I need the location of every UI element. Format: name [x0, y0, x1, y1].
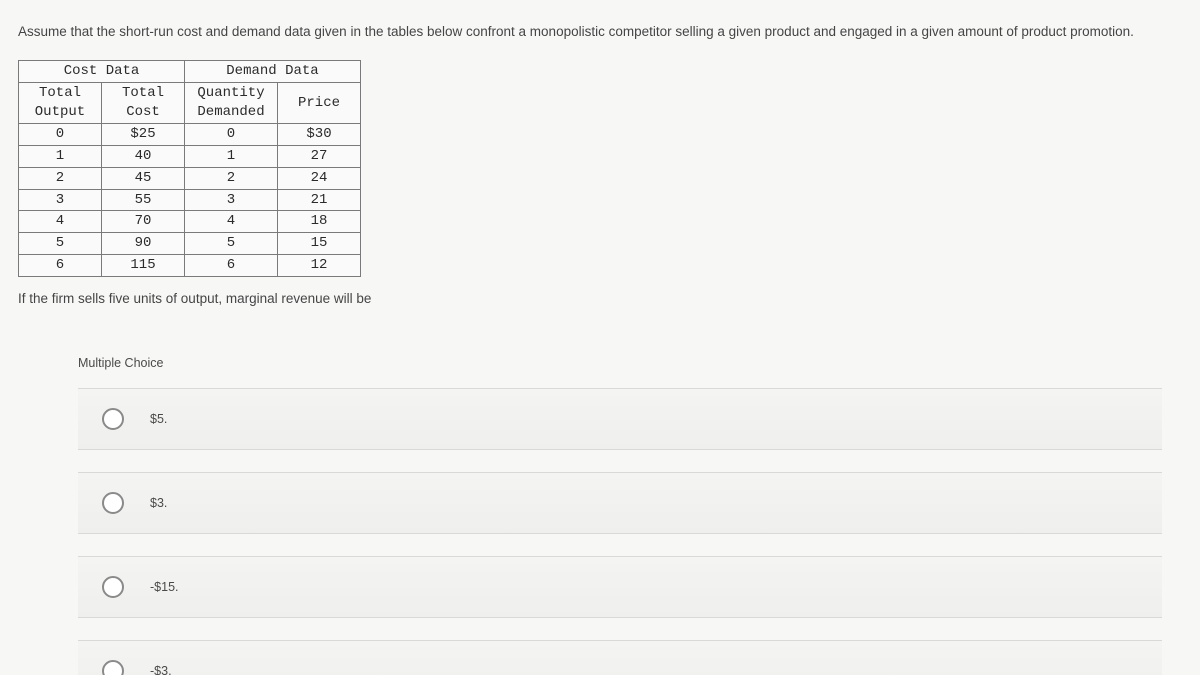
cost-demand-table: Cost Data Demand Data Total Output Total… — [18, 60, 361, 277]
table-cell: 3 — [185, 189, 278, 211]
answer-option[interactable]: $3. — [78, 472, 1162, 534]
table-cell: 70 — [102, 211, 185, 233]
header-demand-data: Demand Data — [185, 61, 361, 83]
table-cell: 18 — [278, 211, 361, 233]
question-prompt: Assume that the short-run cost and deman… — [18, 22, 1182, 42]
table-cell: 2 — [19, 167, 102, 189]
table-cell: 1 — [185, 145, 278, 167]
header-total-output: Total Output — [19, 83, 102, 124]
question-followup: If the firm sells five units of output, … — [18, 291, 1182, 306]
table-cell: $30 — [278, 123, 361, 145]
table-cell: 0 — [19, 123, 102, 145]
table-cell: $25 — [102, 123, 185, 145]
header-price: Price — [278, 83, 361, 124]
radio-icon[interactable] — [102, 492, 124, 514]
table-cell: 15 — [278, 233, 361, 255]
option-text: $3. — [150, 496, 167, 510]
table-cell: 27 — [278, 145, 361, 167]
table-cell: 4 — [185, 211, 278, 233]
table-cell: 6 — [19, 255, 102, 277]
table-row: 470418 — [19, 211, 361, 233]
table-cell: 2 — [185, 167, 278, 189]
table-cell: 24 — [278, 167, 361, 189]
table-cell: 5 — [185, 233, 278, 255]
table-cell: 6 — [185, 255, 278, 277]
header-qty-demanded: Quantity Demanded — [185, 83, 278, 124]
answer-option[interactable]: $5. — [78, 388, 1162, 450]
option-text: -$3. — [150, 664, 172, 675]
header-cost-data: Cost Data — [19, 61, 185, 83]
table-cell: 45 — [102, 167, 185, 189]
option-text: $5. — [150, 412, 167, 426]
answer-option[interactable]: -$3. — [78, 640, 1162, 675]
header-total-cost: Total Cost — [102, 83, 185, 124]
radio-icon[interactable] — [102, 576, 124, 598]
table-row: 6115612 — [19, 255, 361, 277]
table-row: 245224 — [19, 167, 361, 189]
table-cell: 1 — [19, 145, 102, 167]
table-cell: 40 — [102, 145, 185, 167]
table-cell: 5 — [19, 233, 102, 255]
table-cell: 3 — [19, 189, 102, 211]
table-cell: 4 — [19, 211, 102, 233]
table-row: 0$250$30 — [19, 123, 361, 145]
question-page: Assume that the short-run cost and deman… — [0, 0, 1200, 675]
table-cell: 55 — [102, 189, 185, 211]
options-container: $5. $3. -$15. -$3. — [78, 388, 1182, 675]
answer-option[interactable]: -$15. — [78, 556, 1162, 618]
table-cell: 115 — [102, 255, 185, 277]
table-row: 140127 — [19, 145, 361, 167]
radio-icon[interactable] — [102, 408, 124, 430]
multiple-choice-label: Multiple Choice — [78, 356, 1182, 370]
table-cell: 90 — [102, 233, 185, 255]
option-text: -$15. — [150, 580, 179, 594]
table-row: 355321 — [19, 189, 361, 211]
table-cell: 21 — [278, 189, 361, 211]
table-cell: 12 — [278, 255, 361, 277]
table-cell: 0 — [185, 123, 278, 145]
radio-icon[interactable] — [102, 660, 124, 675]
table-row: 590515 — [19, 233, 361, 255]
